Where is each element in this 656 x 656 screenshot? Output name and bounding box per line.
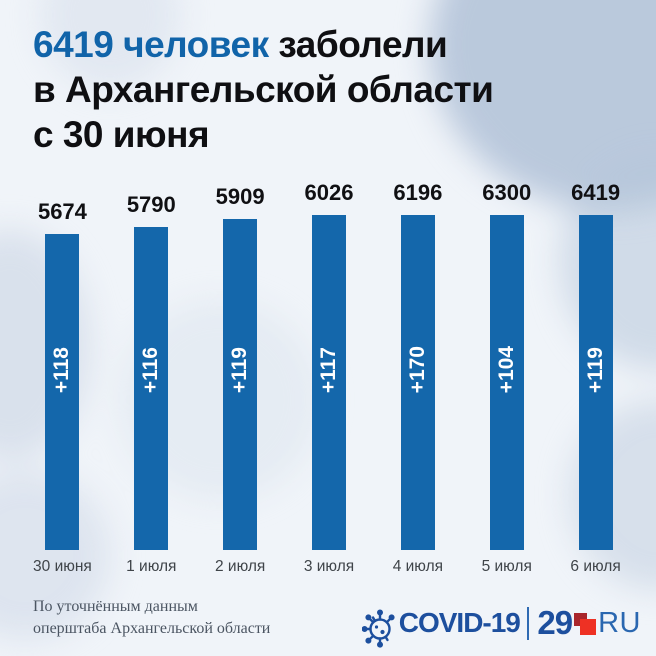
bar-value-label: 5909: [215, 184, 265, 209]
bar-delta-label: +119: [583, 346, 607, 394]
bar: +119: [578, 215, 613, 550]
bar-chart: 5674 +118 30 июня 5790 +116 1 июля 5909 …: [18, 180, 640, 575]
logo-red-square-icon: [574, 613, 597, 635]
bar-date-label: 1 июля: [126, 558, 177, 575]
bar: +119: [223, 219, 258, 550]
page-title: 6419 человек заболели в Архангельской об…: [33, 22, 494, 157]
bar-value-label: 5790: [126, 192, 176, 217]
bar-date-label: 3 июля: [303, 558, 355, 575]
bar-delta-label: +116: [139, 346, 163, 394]
bar: +170: [400, 215, 435, 550]
title-line-1: 6419 человек заболели: [33, 22, 493, 67]
bar-delta-label: +119: [228, 346, 252, 394]
bar-column: 6026 +117 3 июля: [285, 180, 374, 575]
bar-value-label: 6300: [482, 180, 532, 205]
bar-date-label: 6 июля: [570, 558, 621, 575]
bar-delta-label: +117: [317, 346, 340, 394]
bar-column: 6196 +170 4 июля: [373, 180, 462, 575]
source-line-2: оперштаба Архангельской области: [33, 620, 271, 637]
bar-date-label: 5 июля: [481, 558, 532, 575]
source-note: По уточнённым данным оперштаба Архангель…: [33, 596, 270, 640]
bar-delta-wrap: +118: [45, 338, 79, 402]
bar-delta-wrap: +117: [312, 338, 346, 402]
bar-value-label: 6419: [571, 180, 621, 205]
bar-date-label: 30 июня: [33, 558, 92, 575]
bar-delta-label: +118: [50, 346, 74, 394]
bar-delta-wrap: +116: [134, 338, 168, 402]
bar: +104: [489, 215, 524, 550]
bar-value-label: 6026: [304, 180, 354, 205]
bar-date-label: 2 июля: [214, 558, 266, 575]
bar-delta-label: +104: [494, 346, 518, 394]
bar-column: 5909 +119 2 июля: [196, 180, 285, 575]
covid19-29ru-logo: COVID-19 29 RU: [361, 599, 641, 648]
bar-value-label: 6196: [393, 180, 443, 205]
bar-column: 5790 +116 1 июля: [107, 180, 196, 575]
bar-column: 6300 +104 5 июля: [462, 180, 551, 575]
logo-site-number: 29: [537, 604, 573, 641]
title-rest: заболели: [278, 24, 448, 65]
bar-delta-wrap: +119: [223, 338, 257, 402]
bar: +116: [134, 227, 169, 550]
bar-column: 6419 +119 6 июля: [551, 180, 640, 575]
logo-separator: [526, 606, 530, 640]
bar-delta-label: +170: [405, 346, 429, 394]
bar-delta-wrap: +170: [401, 338, 435, 402]
logo-site-suffix: RU: [598, 606, 641, 639]
bar-value-label: 5674: [37, 199, 87, 224]
bar-date-label: 4 июля: [392, 558, 444, 575]
bar: +117: [312, 215, 346, 550]
bar-delta-wrap: +119: [579, 338, 613, 402]
title-highlight: 6419 человек: [33, 24, 269, 65]
source-line-1: По уточнённым данным: [33, 598, 198, 615]
bar: +118: [45, 234, 80, 550]
title-line-2: в Архангельской области: [33, 69, 494, 110]
bar-column: 5674 +118 30 июня: [18, 180, 107, 575]
bar-delta-wrap: +104: [490, 338, 524, 402]
logo-covid-text: COVID-19: [398, 607, 521, 638]
title-line-3: с 30 июня: [33, 114, 210, 155]
virus-icon: [361, 609, 395, 648]
